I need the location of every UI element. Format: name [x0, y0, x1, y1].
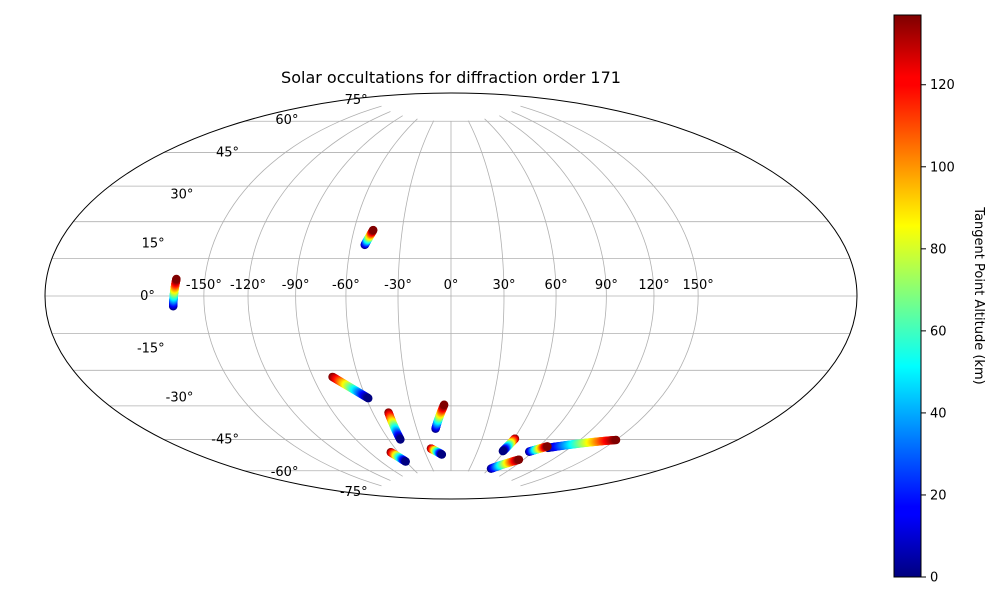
- occultation-track: [486, 455, 524, 473]
- track-point: [364, 394, 373, 403]
- colorbar-tick-label: 20: [930, 488, 947, 503]
- colorbar-label: Tangent Point Altitude (km): [971, 206, 986, 384]
- longitude-gridline: [203, 105, 382, 487]
- longitude-gridline: [295, 115, 403, 477]
- latitude-tick-label: -45°: [211, 433, 239, 448]
- occultation-track: [386, 448, 410, 466]
- occultation-track: [168, 274, 181, 311]
- track-point: [401, 457, 410, 466]
- track-point: [369, 225, 378, 235]
- latitude-tick-label: -60°: [271, 465, 299, 480]
- colorbar-tick-label: 60: [930, 324, 947, 339]
- latitude-tick-label: 15°: [142, 236, 165, 251]
- longitude-tick-labels: -150° -120° -90° -60° -30° 0° 30° 60° 90° 120° 150…: [186, 278, 714, 293]
- longitude-gridline: [484, 118, 557, 474]
- occultation-track: [360, 225, 378, 250]
- latitude-tick-label: 0°: [140, 289, 155, 304]
- longitude-tick-label: -120°: [230, 278, 266, 293]
- colorbar-tick-label: 40: [930, 406, 947, 421]
- colorbar: 0 20 40 60 80 100 120 Tangent Point Altitude (…: [893, 14, 986, 586]
- longitude-tick-label: 30°: [492, 278, 515, 293]
- colorbar-gradient: [893, 14, 922, 578]
- track-point: [439, 400, 449, 409]
- longitude-tick-label: -90°: [282, 278, 310, 293]
- longitude-tick-label: 0°: [444, 278, 459, 293]
- latitude-tick-label: 30°: [170, 188, 193, 203]
- latitude-tick-label: -30°: [166, 391, 194, 406]
- latitude-tick-labels: 75° 60° 45° 30° 15° 0° -15° -30° -45° -60° -75°: [137, 93, 368, 500]
- occultation-track: [498, 434, 520, 456]
- track-point: [498, 446, 508, 456]
- longitude-tick-label: 90°: [595, 278, 618, 293]
- track-point: [172, 274, 181, 284]
- longitude-gridline: [511, 111, 655, 481]
- colorbar-tick-label: 100: [930, 160, 955, 175]
- longitude-tick-label: -30°: [384, 278, 412, 293]
- track-point: [543, 442, 552, 451]
- occultation-track: [524, 442, 552, 456]
- latitude-tick-label: -75°: [340, 485, 368, 500]
- longitude-gridline: [499, 115, 607, 477]
- occultation-track: [426, 444, 447, 459]
- longitude-tick-label: -60°: [332, 278, 360, 293]
- colorbar-tick-label: 120: [930, 78, 955, 93]
- graticule-grid: [45, 105, 857, 487]
- occultation-track: [384, 408, 405, 444]
- occultation-track: [543, 435, 621, 453]
- colorbar-tick-label: 80: [930, 242, 947, 257]
- longitude-tick-label: 120°: [638, 278, 669, 293]
- longitude-tick-label: 150°: [682, 278, 713, 293]
- latitude-tick-label: 75°: [345, 93, 368, 108]
- occultation-track: [328, 372, 373, 403]
- colorbar-ticks: 0 20 40 60 80 100 120: [921, 78, 955, 586]
- longitude-tick-label: 60°: [545, 278, 568, 293]
- map-plot-area: -150° -120° -90° -60° -30° 0° 30° 60° 90° 120° 150…: [44, 92, 858, 500]
- occultation-tracks: [168, 225, 621, 473]
- longitude-gridline: [345, 118, 418, 474]
- occultation-track: [431, 400, 449, 433]
- track-point: [396, 435, 405, 444]
- longitude-tick-label: -150°: [186, 278, 222, 293]
- longitude-gridline: [247, 111, 391, 481]
- longitude-gridline: [397, 120, 435, 472]
- latitude-tick-label: 60°: [275, 113, 298, 128]
- longitude-gridline: [467, 120, 505, 472]
- latitude-tick-label: -15°: [137, 342, 165, 357]
- chart-title: Solar occultations for diffraction order…: [281, 68, 621, 87]
- latitude-tick-label: 45°: [216, 145, 239, 160]
- track-point: [514, 455, 524, 464]
- track-point: [437, 450, 447, 459]
- track-point: [611, 435, 621, 445]
- map-boundary: [44, 92, 858, 500]
- colorbar-tick-label: 0: [930, 571, 938, 586]
